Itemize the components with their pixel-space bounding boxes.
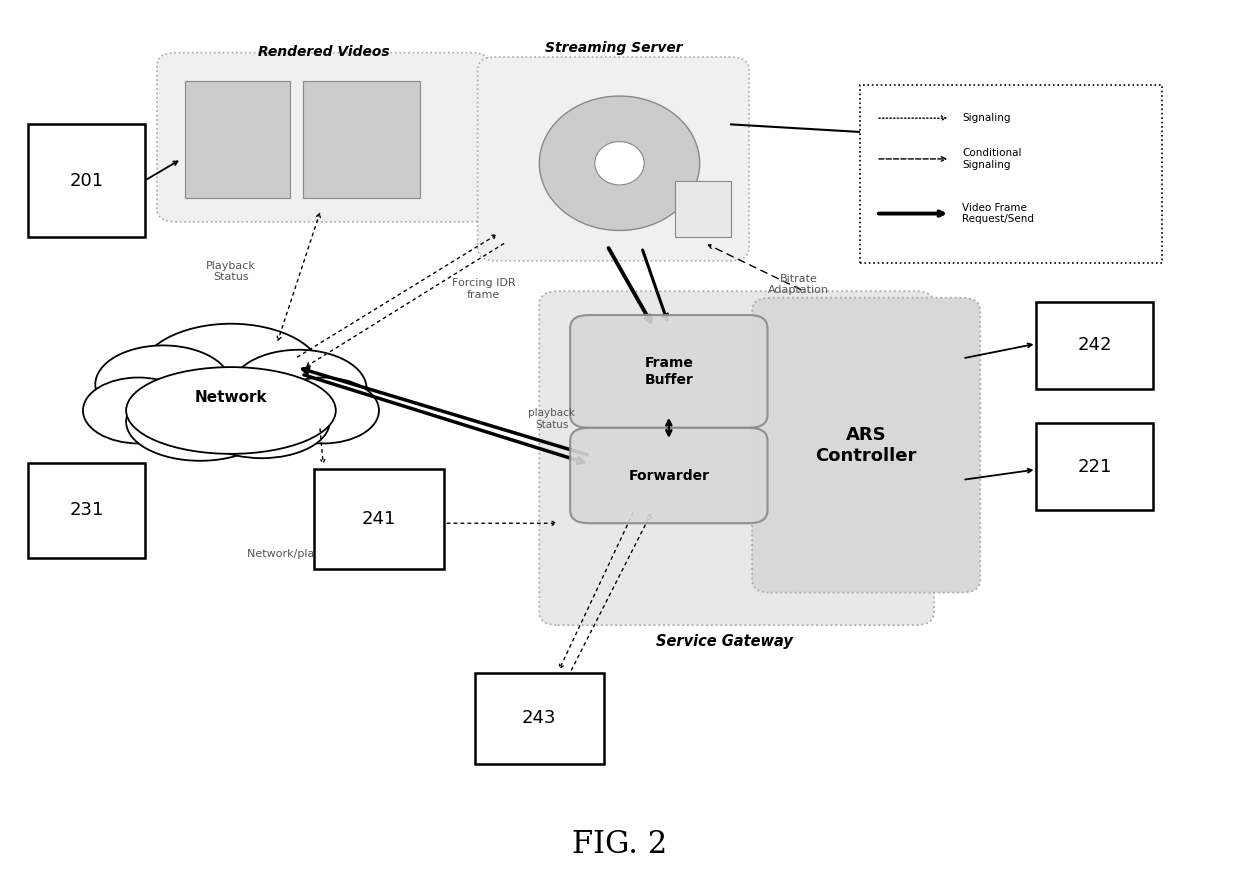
FancyBboxPatch shape bbox=[1036, 423, 1154, 510]
Ellipse shape bbox=[126, 368, 336, 454]
Text: Signaling: Signaling bbox=[963, 113, 1011, 123]
Text: Conditional
Signaling: Conditional Signaling bbox=[963, 148, 1022, 169]
Ellipse shape bbox=[95, 346, 230, 423]
FancyBboxPatch shape bbox=[949, 98, 1067, 176]
FancyBboxPatch shape bbox=[186, 81, 290, 198]
Text: Frame
Buffer: Frame Buffer bbox=[644, 356, 694, 387]
Ellipse shape bbox=[230, 350, 367, 428]
Ellipse shape bbox=[83, 377, 195, 443]
FancyBboxPatch shape bbox=[570, 315, 767, 428]
Text: Forcing IDR
frame: Forcing IDR frame bbox=[452, 278, 515, 299]
FancyBboxPatch shape bbox=[570, 428, 767, 523]
Text: FIG. 2: FIG. 2 bbox=[572, 828, 667, 860]
Text: Rendered Videos: Rendered Videos bbox=[258, 45, 389, 59]
Text: 243: 243 bbox=[522, 710, 556, 727]
Ellipse shape bbox=[595, 141, 644, 185]
FancyBboxPatch shape bbox=[475, 673, 605, 764]
FancyBboxPatch shape bbox=[28, 463, 145, 558]
FancyBboxPatch shape bbox=[302, 81, 420, 198]
FancyBboxPatch shape bbox=[315, 469, 444, 569]
Ellipse shape bbox=[126, 382, 274, 461]
Text: 201: 201 bbox=[69, 172, 104, 189]
Text: 221: 221 bbox=[1077, 457, 1111, 476]
Text: 242: 242 bbox=[1077, 336, 1111, 354]
Text: 241: 241 bbox=[362, 510, 396, 528]
Ellipse shape bbox=[139, 324, 323, 428]
FancyBboxPatch shape bbox=[675, 181, 731, 237]
Text: Network/playback Status: Network/playback Status bbox=[248, 548, 387, 559]
Text: Playback
Status: Playback Status bbox=[206, 261, 256, 283]
Ellipse shape bbox=[268, 377, 379, 443]
Text: Video Frame
Request/Send: Video Frame Request/Send bbox=[963, 203, 1035, 224]
Text: Bitrate
Adaptation: Bitrate Adaptation bbox=[768, 274, 829, 295]
Ellipse shape bbox=[195, 385, 330, 458]
FancyBboxPatch shape bbox=[539, 292, 934, 625]
Text: ARS
Controller: ARS Controller bbox=[815, 426, 917, 464]
Text: Streaming Server: Streaming Server bbox=[544, 41, 683, 55]
Text: 231: 231 bbox=[69, 501, 104, 519]
Text: Network: Network bbox=[195, 390, 268, 405]
FancyBboxPatch shape bbox=[752, 298, 980, 593]
FancyBboxPatch shape bbox=[860, 86, 1162, 263]
FancyBboxPatch shape bbox=[478, 57, 750, 261]
Text: Service Gateway: Service Gateway bbox=[655, 634, 793, 649]
FancyBboxPatch shape bbox=[157, 52, 489, 222]
Text: playback
Status: playback Status bbox=[528, 409, 575, 430]
Ellipse shape bbox=[539, 96, 700, 230]
FancyBboxPatch shape bbox=[28, 124, 145, 237]
FancyBboxPatch shape bbox=[1036, 302, 1154, 388]
Text: Forwarder: Forwarder bbox=[628, 469, 710, 483]
Text: 211: 211 bbox=[991, 128, 1025, 147]
